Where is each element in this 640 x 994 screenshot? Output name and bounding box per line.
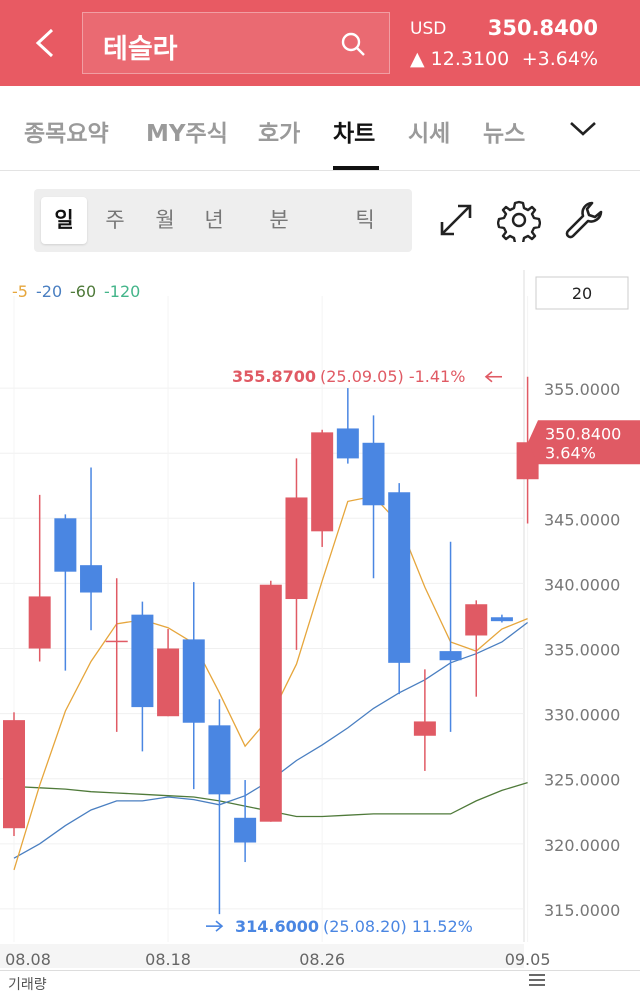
current-price-tag	[528, 420, 640, 465]
period-input-value: 20	[572, 284, 592, 303]
low-arrow-head	[215, 920, 224, 932]
current-price: 350.8400	[487, 16, 598, 40]
tab-summary[interactable]: 종목요약	[24, 121, 109, 147]
candle-up	[311, 432, 334, 532]
candle-down	[490, 617, 513, 622]
period-input-box	[535, 276, 629, 310]
y-tick-label: 315.0000	[544, 901, 620, 920]
candle-down	[234, 817, 257, 843]
candle-down	[336, 428, 359, 459]
period-minute[interactable]: 분	[269, 208, 289, 232]
candle-down	[182, 639, 205, 723]
x-tick-label: 08.26	[299, 950, 345, 969]
period-selector: 일 주 월 년 분 틱	[34, 189, 412, 252]
tab-my-stock[interactable]: MY주식	[146, 121, 228, 147]
volume-section-label: 기래량	[8, 977, 47, 993]
candle-up	[259, 584, 282, 822]
y-tick-label: 345.0000	[544, 510, 620, 529]
stock-search-box[interactable]: 테슬라	[82, 12, 390, 74]
candle-up	[157, 648, 180, 717]
candle-up	[105, 640, 128, 643]
low-price-label: 314.6000	[235, 917, 319, 936]
expand-icon[interactable]	[434, 198, 478, 242]
y-tick-label: 325.0000	[544, 771, 620, 790]
legend-ma60: -60	[70, 282, 96, 301]
y-tick-label: 320.0000	[544, 836, 620, 855]
chart-footer-divider	[0, 970, 640, 971]
tab-news[interactable]: 뉴스	[483, 121, 526, 147]
candle-up	[3, 720, 25, 829]
current-price-tag-value: 350.8400	[545, 424, 621, 443]
candle-down	[388, 492, 411, 663]
period-year[interactable]: 년	[204, 208, 224, 232]
active-tab-indicator	[333, 166, 379, 170]
back-icon[interactable]	[26, 20, 66, 66]
high-arrow-head	[484, 371, 493, 383]
candle-down	[54, 518, 77, 572]
tab-chart[interactable]: 차트	[333, 121, 376, 147]
currency-label: USD	[410, 19, 447, 39]
candlestick-chart[interactable]: 315.0000 320.0000 325.0000 330.0000 335.0000…	[0, 270, 640, 970]
current-price-tag-pct: 3.64%	[545, 443, 596, 462]
stock-name: 테슬라	[103, 34, 178, 65]
price-change: ▲ 12.3100	[410, 48, 510, 70]
period-month[interactable]: 월	[155, 208, 175, 232]
wrench-icon[interactable]	[562, 198, 606, 242]
y-tick-label: 340.0000	[544, 575, 620, 594]
candle-down	[208, 725, 231, 795]
candle-up	[28, 596, 51, 649]
period-week[interactable]: 주	[105, 208, 125, 232]
settings-gear-icon[interactable]	[497, 198, 541, 242]
legend-ma20: -20	[36, 282, 62, 301]
search-icon[interactable]	[339, 30, 367, 58]
candle-down	[439, 651, 462, 661]
chevron-down-icon[interactable]	[566, 116, 600, 140]
x-axis-bar	[0, 944, 524, 968]
candle-up	[465, 604, 488, 636]
high-price-label: 355.8700	[232, 367, 316, 386]
y-tick-label: 330.0000	[544, 706, 620, 725]
x-tick-label: 09.05	[505, 950, 551, 969]
tab-quotes[interactable]: 시세	[408, 121, 451, 147]
candle-up	[285, 497, 308, 600]
low-price-detail: (25.08.20) 11.52%	[323, 917, 473, 936]
period-day[interactable]: 일	[41, 197, 87, 244]
tab-orderbook[interactable]: 호가	[258, 121, 301, 147]
high-price-detail: (25.09.05) -1.41%	[320, 367, 465, 386]
legend-ma5: -5	[12, 282, 28, 301]
y-tick-label: 355.0000	[544, 380, 620, 399]
stock-tabs: 종목요약 MY주식 호가 차트 시세 뉴스	[0, 86, 640, 171]
candle-down	[80, 565, 103, 593]
x-tick-label: 08.18	[145, 950, 191, 969]
candle-up	[413, 721, 436, 736]
period-tick[interactable]: 틱	[355, 208, 375, 232]
price-change-pct: +3.64%	[521, 48, 598, 70]
menu-icon[interactable]	[527, 972, 547, 987]
top-header: 테슬라 USD 350.8400 ▲ 12.3100 +3.64%	[0, 0, 640, 86]
candle-down	[362, 442, 385, 506]
y-tick-label: 335.0000	[544, 641, 620, 660]
candle-down	[131, 614, 154, 708]
x-tick-label: 08.08	[5, 950, 51, 969]
legend-ma120: -120	[104, 282, 140, 301]
